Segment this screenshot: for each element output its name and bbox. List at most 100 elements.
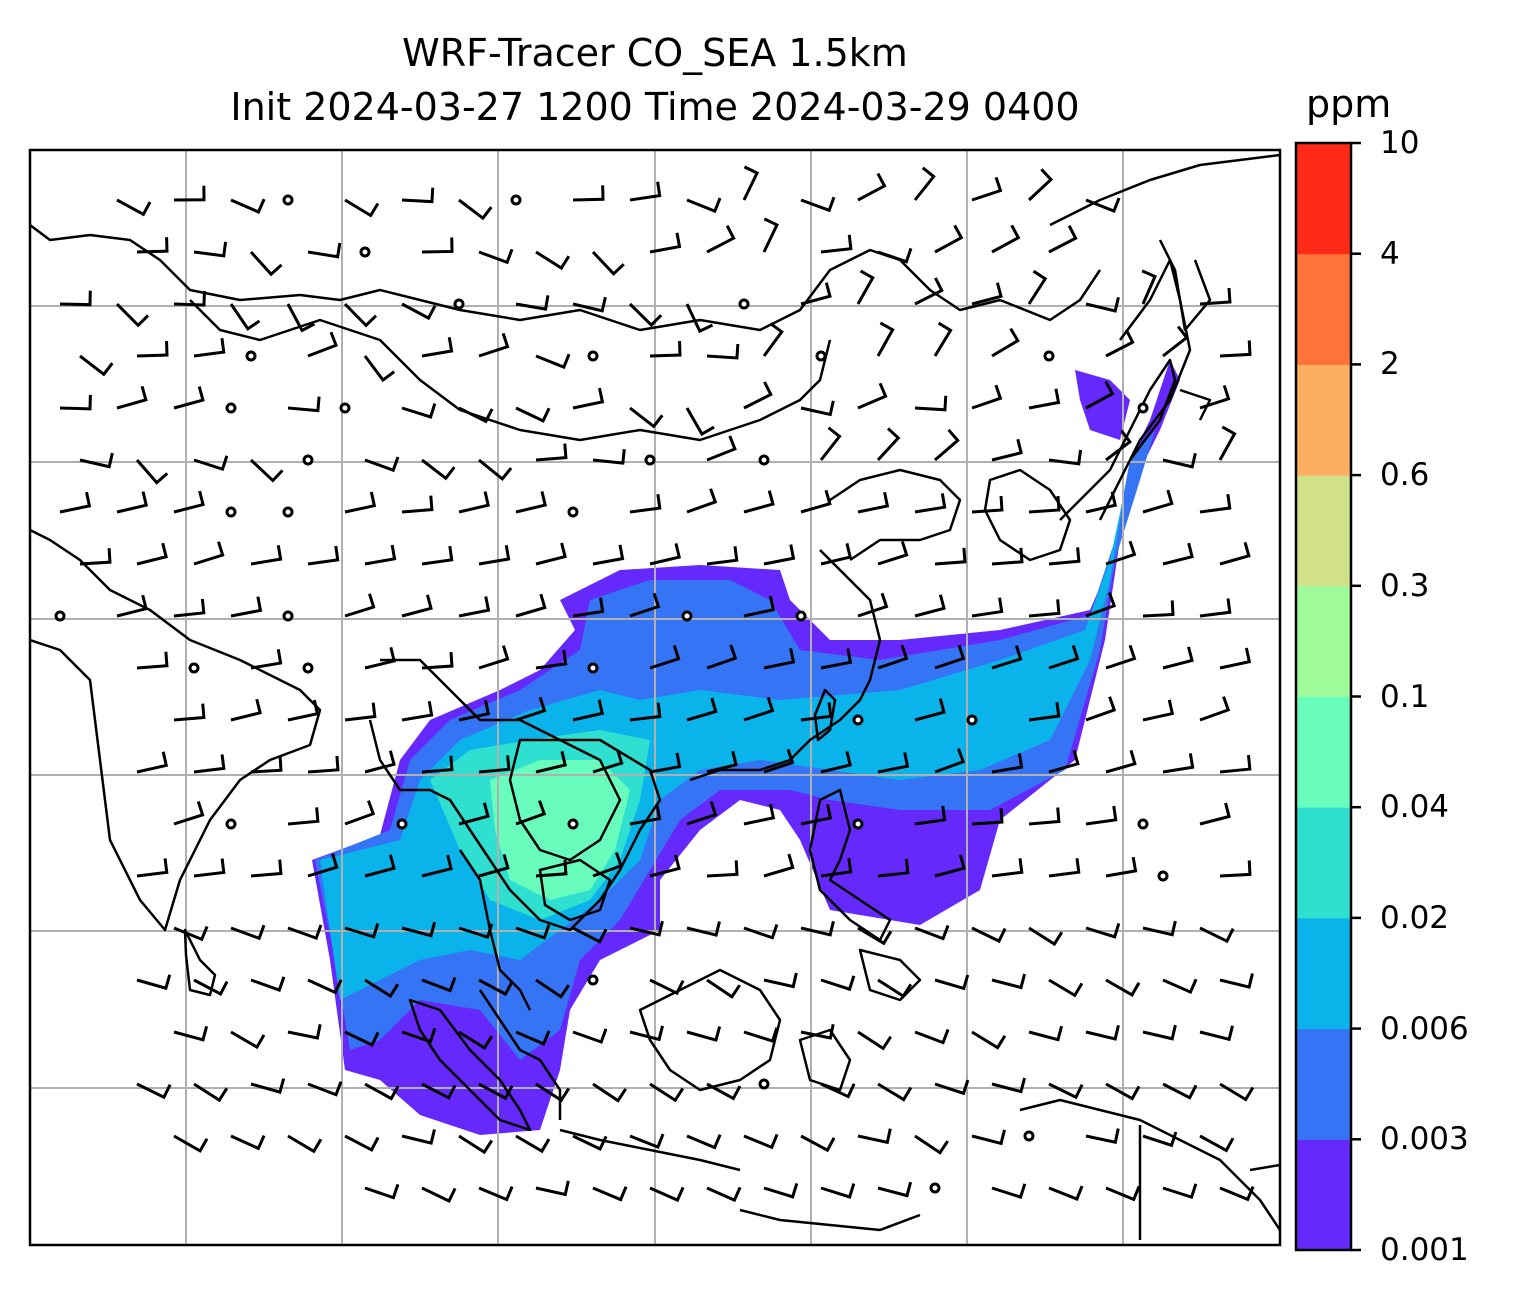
wind-barb: [914, 1028, 950, 1045]
wind-barb: [800, 196, 836, 213]
wind-barb: [1048, 225, 1078, 254]
wind-barb: [1028, 388, 1061, 410]
calm-wind-markers: [54, 194, 1169, 1194]
wind-barb: [458, 1030, 494, 1051]
wind-barb: [515, 800, 547, 826]
wind-barb: [230, 596, 263, 618]
wind-barb: [743, 803, 776, 826]
calm-marker: [245, 350, 257, 362]
wind-barb: [706, 978, 741, 999]
wind-barb: [230, 198, 266, 214]
wind-barb: [592, 449, 626, 465]
coastlines: [30, 153, 1280, 1240]
calm-marker: [1023, 1130, 1035, 1142]
wind-barb: [1048, 644, 1080, 670]
wind-barb: [364, 854, 396, 878]
map-subtitle: Init 2024-03-27 1200 Time 2024-03-29 040…: [230, 85, 1080, 129]
wind-barb: [1142, 699, 1175, 722]
wind-barb: [914, 805, 947, 826]
colorbar-segment: [1296, 475, 1351, 587]
wind-barb: [136, 651, 169, 670]
calm-marker: [966, 714, 978, 726]
wind-barb: [1028, 495, 1061, 514]
wind-barb: [820, 648, 853, 670]
wind-barb: [421, 651, 454, 670]
wind-barb: [535, 542, 567, 566]
wind-barb: [478, 978, 514, 997]
calm-marker: [302, 662, 314, 674]
wind-barb: [877, 644, 909, 670]
wind-barb: [364, 646, 396, 670]
calm-marker: [587, 974, 599, 986]
wind-barb: [649, 1082, 685, 1103]
map-frame: [28, 148, 1282, 1247]
wind-barb: [857, 1128, 892, 1145]
wind-barb: [478, 1082, 514, 1101]
wind-barb: [743, 1133, 779, 1150]
wind-barb: [591, 250, 625, 276]
wind-barb: [535, 859, 568, 878]
wind-barb: [934, 428, 960, 462]
calm-marker: [587, 350, 599, 362]
wind-barb: [649, 854, 681, 878]
wind-barb: [193, 241, 228, 258]
wind-barb: [478, 332, 510, 358]
wind-barb: [136, 751, 169, 774]
calm-marker: [225, 506, 237, 518]
wind-barb: [307, 978, 343, 995]
wind-barb: [478, 458, 513, 482]
colorbar-tick-label: 0.1: [1380, 678, 1430, 715]
wind-barb: [706, 644, 738, 670]
wind-barb: [364, 750, 396, 774]
wind-barb: [1048, 858, 1081, 878]
wind-barb: [762, 322, 784, 357]
wind-barb: [1219, 754, 1252, 774]
colorbar-tick-label: 0.04: [1380, 789, 1450, 826]
wind-barb: [628, 302, 663, 328]
wind-barb: [857, 491, 890, 514]
wind-barb: [1105, 540, 1137, 566]
wind-barb: [535, 978, 570, 999]
wind-barb: [572, 1134, 608, 1152]
wind-barb: [173, 185, 206, 202]
wind-barb: [706, 225, 736, 254]
wind-barb: [344, 702, 377, 722]
wind-barb: [230, 1030, 266, 1050]
wind-barb: [1199, 802, 1231, 826]
wind-barb: [1048, 1082, 1084, 1100]
wind-barb: [364, 1183, 400, 1200]
wind-barb: [421, 336, 454, 358]
wind-barb: [629, 493, 662, 514]
wind-barb: [515, 295, 550, 311]
wind-barb: [1162, 978, 1198, 995]
wind-barb: [249, 458, 284, 483]
wind-barb: [515, 1134, 551, 1154]
calm-marker: [567, 506, 579, 518]
calm-marker: [929, 1182, 941, 1194]
wind-barb: [173, 1134, 209, 1153]
wind-barb: [250, 1078, 286, 1094]
wind-barb: [1048, 749, 1080, 774]
wind-barb: [876, 427, 901, 462]
wind-barb: [193, 338, 226, 358]
map-grid: [30, 150, 1280, 1245]
wind-barb: [914, 1134, 949, 1155]
wind-barb: [800, 489, 832, 514]
map-title: WRF-Tracer CO_SEA 1.5km: [402, 31, 908, 75]
wind-barb: [877, 858, 910, 878]
wind-barb: [991, 438, 1023, 462]
wind-barb: [250, 976, 286, 992]
colorbar-tick-label: 0.001: [1380, 1232, 1469, 1268]
wind-barb: [991, 1183, 1027, 1200]
wind-barb: [1105, 429, 1133, 462]
wind-barb: [913, 166, 936, 201]
colorbar-segment: [1296, 807, 1351, 919]
wind-barb: [706, 1082, 742, 1101]
wind-barb: [686, 697, 718, 722]
wind-barb: [287, 1134, 323, 1154]
wind-barb: [1219, 340, 1252, 358]
wind-barb: [115, 302, 150, 328]
wind-barb: [344, 1134, 380, 1152]
wind-barb: [515, 924, 551, 940]
wind-barb: [649, 978, 685, 996]
